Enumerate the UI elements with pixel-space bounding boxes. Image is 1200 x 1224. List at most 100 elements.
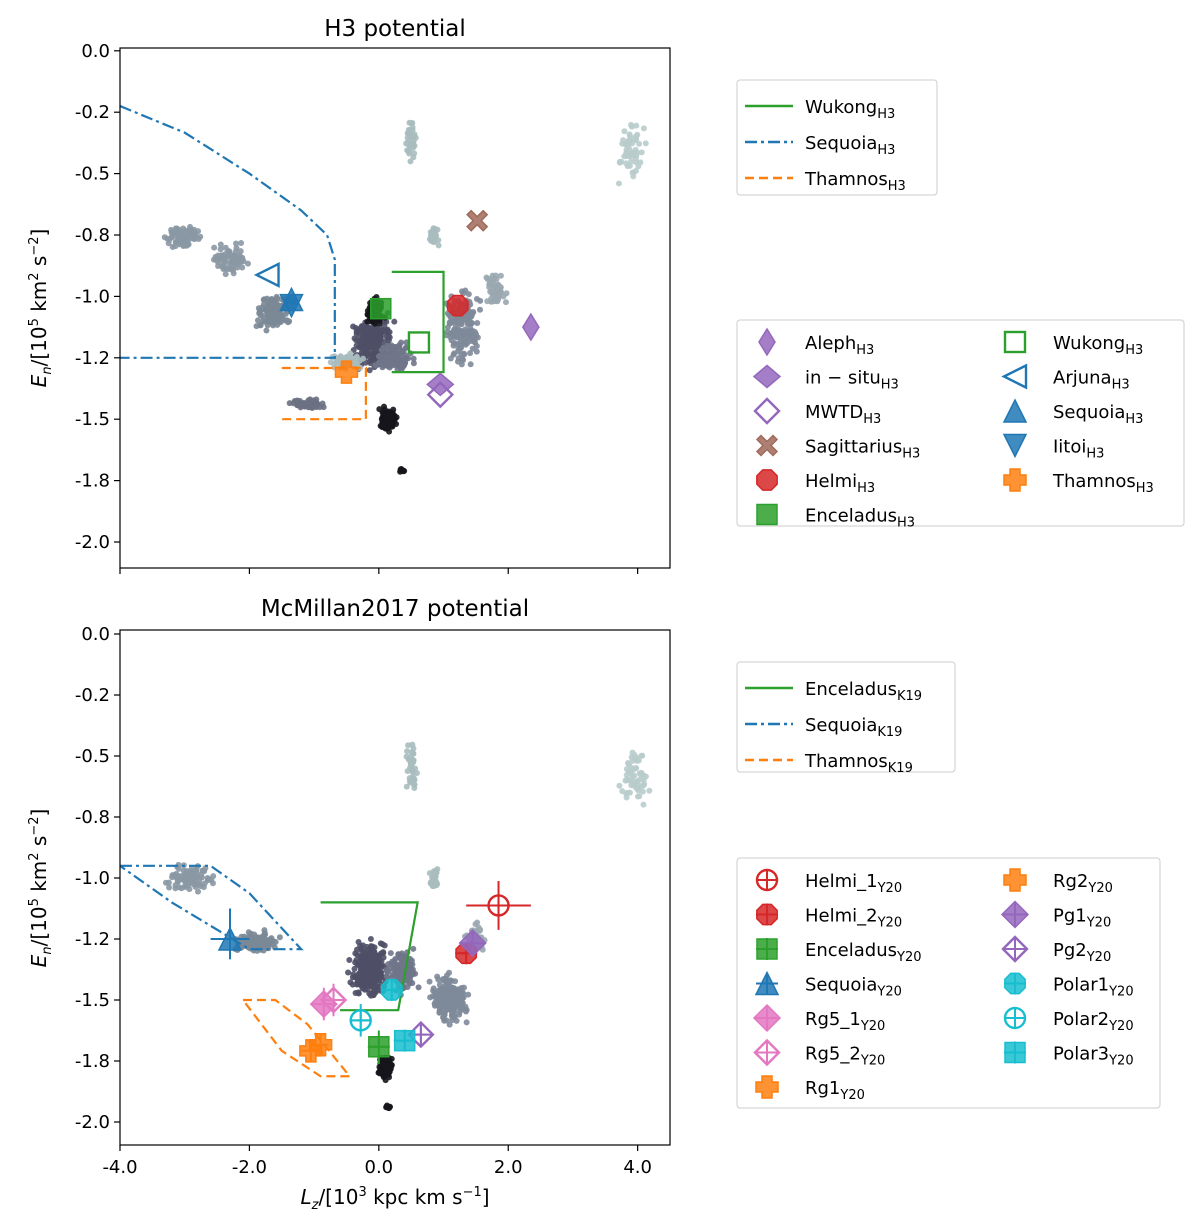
legend-marker-swatch [755,868,779,892]
star-point [394,969,401,976]
star-point [358,349,365,356]
region-sequoia [120,864,304,951]
star-point [430,987,437,994]
legend-entry-label: Polar3Y20 [1053,1044,1134,1069]
legend-entry-label: Helmi_2Y20 [805,906,902,931]
y-axis-label: En/[105 km2 s−2] [27,809,55,968]
star-point [450,998,457,1005]
star-point [404,972,411,979]
y-tick-label: -2.0 [75,1112,110,1133]
star-point [444,328,451,335]
legend-marker-swatch [1003,330,1027,354]
marker-helmi [446,294,469,317]
marker-pg1 [458,929,487,958]
y-tick-label: -0.5 [75,746,110,767]
y-ticks: 0.0 -0.2 -0.5 -0.8 -1.0 -1.2 -1.5 -1.8 -2.0 [75,624,120,1133]
star-point [409,133,416,140]
star-point [411,784,418,791]
star-point [261,318,268,325]
star-point [467,338,474,345]
star-point [646,787,653,794]
star-point [220,265,227,272]
legend-entry-label: ThamnosK19 [804,751,913,776]
star-point [615,180,622,187]
star-point [195,236,202,243]
star-point [367,360,374,367]
star-point [407,776,414,783]
star-point [247,934,254,941]
star-point [415,984,422,991]
star-point [378,327,385,334]
star-point [448,318,455,325]
star-point [632,765,639,772]
marker-sagittarius [466,209,489,232]
star-point [502,299,509,306]
y-tick-label: -1.8 [75,1051,110,1072]
star-point [448,1012,455,1019]
legend-marker-swatch [758,327,776,357]
star-point [400,468,407,475]
legend-marker-swatch [756,903,778,926]
star-point [621,128,628,135]
svg-text:En/[105 km2 s−2]: En/[105 km2 s−2] [27,229,55,388]
star-point [484,276,491,283]
star-point [450,1007,457,1014]
legend-entry-label: WukongH3 [1053,333,1143,358]
star-point [376,1070,383,1077]
star-point [623,794,630,801]
region-enceladus [320,901,419,1012]
star-point [352,325,359,332]
star-point [633,779,640,786]
region-thamnos [242,998,353,1078]
star-point [231,253,238,260]
legend-entry-label: in − situH3 [805,368,899,393]
star-point [407,158,414,165]
star-point [393,349,400,356]
star-point [169,229,176,236]
star-point [503,290,510,297]
y-tick-label: -1.0 [75,868,110,889]
legend-marker-swatch [755,434,779,457]
star-point [638,769,645,776]
star-point [234,264,241,271]
star-point [351,335,358,342]
star-point [371,944,378,951]
star-point [620,137,627,144]
star-point [406,119,413,126]
star-point [259,304,266,311]
star-point [366,367,373,374]
star-point [221,258,228,265]
star-point [466,318,473,325]
star-point [217,241,224,248]
panel-mcmillan2017: McMillan2017 potential 0.0 -0.2 -0.5 -0.8 -1… [27,596,1161,1213]
star-point [461,338,468,345]
star-point [376,406,383,413]
marker-enceladus [370,297,392,320]
legend-marker-swatch [1003,1006,1027,1030]
star-point [629,135,636,142]
star-point [466,329,473,336]
star-point [633,784,640,791]
star-cloud [161,119,649,475]
star-point [215,262,222,269]
legend-marker-swatch [1002,398,1028,423]
star-point [222,271,229,278]
star-point [379,354,386,361]
star-point [447,977,454,984]
star-point [337,353,344,360]
star-point [233,240,240,247]
star-point [473,348,480,355]
y-tick-label: 0.0 [81,41,110,62]
star-point [257,322,264,329]
star-point [434,973,441,980]
star-point [191,226,198,233]
legend-entry-label: Pg2Y20 [1053,940,1111,965]
group-markers [210,881,531,1065]
star-point [463,1019,470,1026]
legend-entry-label: Rg5_2Y20 [805,1044,885,1069]
star-point [359,985,366,992]
star-point [628,121,635,128]
star-point [489,291,496,298]
legend-marker-swatch [1001,363,1028,390]
x-tick-label: -4.0 [102,1157,137,1178]
